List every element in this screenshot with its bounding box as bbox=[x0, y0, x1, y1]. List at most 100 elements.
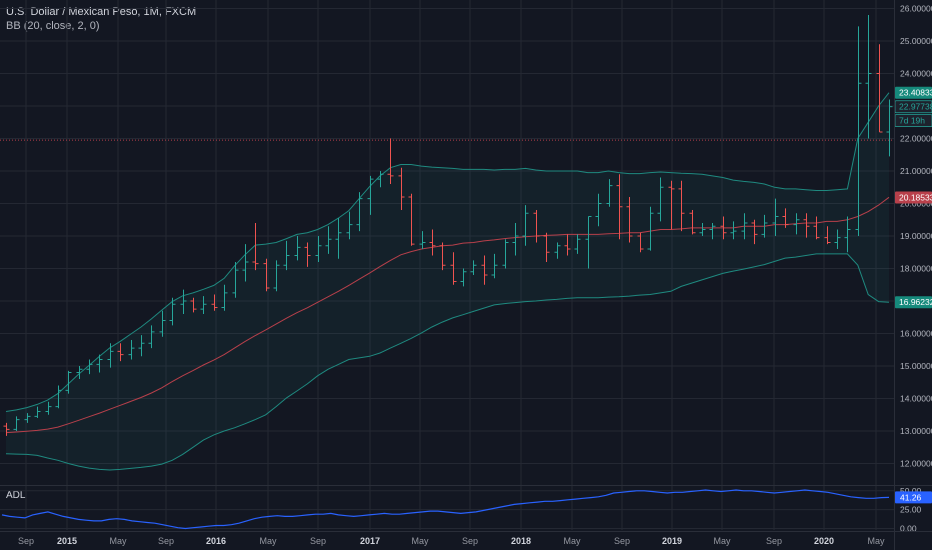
ohlc-bar bbox=[450, 252, 457, 285]
bollinger-upper-line bbox=[5, 92, 890, 412]
ohlc-bar bbox=[543, 232, 550, 262]
y-tick-label: 21.00000 bbox=[900, 166, 932, 176]
ohlc-bar bbox=[585, 216, 592, 269]
ohlc-bar bbox=[346, 211, 353, 240]
adl-panel-label: ADL bbox=[6, 490, 26, 501]
ohlc-bar bbox=[283, 240, 290, 271]
ohlc-bar bbox=[190, 297, 197, 313]
ohlc-bar bbox=[491, 253, 498, 279]
adl-tick-label: 50.00 bbox=[900, 486, 922, 496]
bollinger-lower-line bbox=[5, 253, 890, 471]
y-tick-label: 26.00000 bbox=[900, 4, 932, 14]
ohlc-bar bbox=[844, 216, 851, 253]
ohlc-bar bbox=[45, 401, 52, 415]
x-tick-label: 2018 bbox=[511, 536, 531, 546]
axis-label-text: 16.96232 bbox=[899, 297, 932, 307]
ohlc-bar bbox=[595, 193, 602, 227]
ohlc-bar bbox=[855, 26, 862, 236]
y-tick-label: 12.00000 bbox=[900, 459, 932, 469]
y-tick-label: 20.00000 bbox=[900, 199, 932, 209]
ohlc-bar bbox=[834, 229, 841, 249]
ohlc-bar bbox=[86, 359, 93, 375]
ohlc-bar bbox=[128, 340, 135, 360]
ohlc-bar bbox=[34, 406, 41, 418]
x-tick-label: 2020 bbox=[814, 536, 834, 546]
ohlc-bar bbox=[315, 236, 322, 262]
ohlc-bar bbox=[793, 213, 800, 235]
ohlc-bar bbox=[606, 179, 613, 207]
ohlc-bar bbox=[657, 177, 664, 222]
ohlc-bar bbox=[408, 193, 415, 246]
ohlc-bar bbox=[699, 223, 706, 236]
ohlc-bar bbox=[637, 232, 644, 253]
axis-label-text: 23.40833 bbox=[899, 88, 932, 98]
y-tick-label: 15.00000 bbox=[900, 361, 932, 371]
ohlc-bar bbox=[689, 210, 696, 235]
ohlc-bar bbox=[13, 416, 20, 431]
ohlc-bar bbox=[533, 210, 540, 243]
ohlc-bar bbox=[803, 213, 810, 238]
x-tick-label: May bbox=[713, 536, 731, 546]
axis-label-text: 7d 19h bbox=[899, 116, 925, 126]
y-tick-label: 25.00000 bbox=[900, 36, 932, 46]
ohlc-bar bbox=[117, 343, 124, 362]
adl-tick-label: 0.00 bbox=[900, 523, 917, 533]
x-tick-label: May bbox=[867, 536, 885, 546]
y-tick-label: 19.00000 bbox=[900, 231, 932, 241]
x-tick-label: May bbox=[259, 536, 277, 546]
ohlc-bar bbox=[470, 260, 477, 275]
ohlc-bar bbox=[387, 138, 394, 184]
ohlc-bar bbox=[107, 343, 114, 368]
adl-last-value-box bbox=[895, 491, 932, 504]
x-tick-label: 2017 bbox=[360, 536, 380, 546]
axis-label-text: 20.18533 bbox=[899, 192, 932, 202]
ohlc-bar bbox=[574, 234, 581, 254]
ohlc-bar bbox=[398, 167, 405, 210]
ohlc-bar bbox=[273, 260, 280, 292]
y-tick-label: 16.00000 bbox=[900, 329, 932, 339]
bollinger-basis-line bbox=[5, 196, 890, 434]
axis-label-box bbox=[895, 296, 932, 309]
ohlc-bar bbox=[96, 354, 103, 373]
ohlc-bar bbox=[720, 216, 727, 240]
ohlc-bar bbox=[148, 325, 155, 349]
x-tick-label: May bbox=[109, 536, 127, 546]
ohlc-bar bbox=[335, 218, 342, 259]
bollinger-band-fill bbox=[6, 92, 889, 470]
y-tick-label: 24.00000 bbox=[900, 69, 932, 79]
ohlc-bar bbox=[169, 297, 176, 326]
ohlc-bar bbox=[678, 180, 685, 232]
ohlc-bar bbox=[439, 242, 446, 271]
ohlc-bar bbox=[419, 231, 426, 249]
adl-tick-label: 25.00 bbox=[900, 505, 922, 515]
ohlc-bar bbox=[460, 268, 467, 287]
x-tick-label: Sep bbox=[158, 536, 174, 546]
axis-label-box bbox=[895, 191, 932, 204]
ohlc-bar bbox=[813, 216, 820, 240]
ohlc-bar bbox=[865, 15, 872, 139]
ohlc-bar bbox=[616, 174, 623, 240]
ohlc-bar bbox=[211, 294, 218, 311]
axis-label-box bbox=[895, 86, 932, 99]
ohlc-bar bbox=[294, 236, 301, 261]
ohlc-bar bbox=[481, 255, 488, 285]
y-tick-label: 14.00000 bbox=[900, 394, 932, 404]
ohlc-bar bbox=[512, 223, 519, 256]
ohlc-bar bbox=[55, 385, 62, 409]
ohlc-bar bbox=[554, 242, 561, 259]
x-tick-label: Sep bbox=[766, 536, 782, 546]
x-tick-label: May bbox=[411, 536, 429, 546]
ohlc-bar bbox=[3, 422, 10, 436]
ohlc-bar bbox=[772, 198, 779, 236]
x-tick-label: Sep bbox=[462, 536, 478, 546]
ohlc-bar bbox=[356, 192, 363, 232]
x-tick-label: 2019 bbox=[662, 536, 682, 546]
x-tick-label: Sep bbox=[614, 536, 630, 546]
x-tick-label: Sep bbox=[310, 536, 326, 546]
ohlc-bar bbox=[24, 413, 31, 423]
ohlc-bar bbox=[502, 239, 509, 269]
adl-line bbox=[1, 489, 890, 530]
ohlc-bar bbox=[367, 175, 374, 215]
ohlc-bar bbox=[76, 366, 83, 379]
